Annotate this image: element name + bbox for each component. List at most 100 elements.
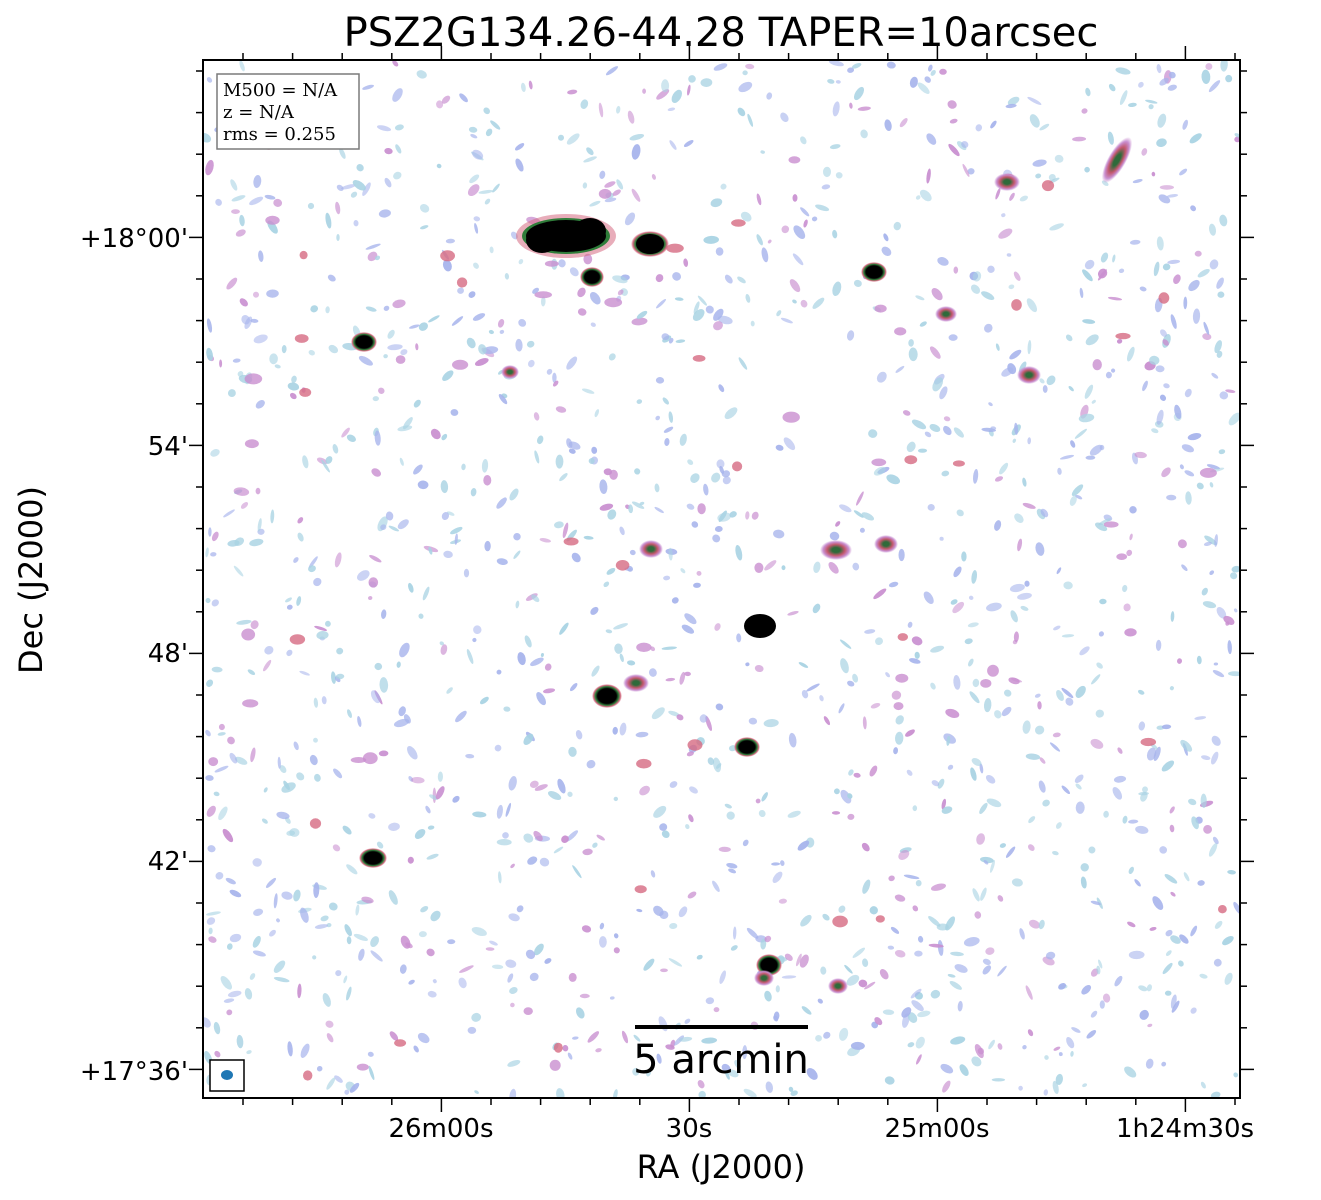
noise-speckle [678,906,688,918]
noise-speckle [903,874,920,880]
noise-speckle [558,259,566,268]
noise-speckle [995,343,1000,351]
noise-speckle [1116,338,1123,344]
noise-speckle [712,757,722,773]
noise-speckle [947,100,957,109]
noise-speckle [780,317,793,324]
noise-speckle [215,198,222,206]
noise-speckle [1100,252,1109,263]
noise-speckle [378,209,391,218]
noise-speckle [1205,63,1213,70]
noise-speckle [1124,1066,1137,1078]
noise-speckle [446,511,455,516]
noise-speckle [336,184,344,192]
noise-speckle [399,642,410,658]
noise-speckle [582,182,588,189]
noise-speckle [1103,810,1109,818]
noise-speckle [997,965,1007,977]
noise-speckle [370,690,381,704]
noise-speckle [1127,921,1136,928]
noise-speckle [1166,194,1179,198]
noise-speckle [832,101,840,117]
noise-speckle [226,277,238,290]
noise-speckle [227,389,236,398]
beam-ellipse [221,1070,233,1080]
noise-speckle [927,503,935,511]
noise-speckle [472,313,486,321]
noise-speckle [442,370,454,381]
noise-speckle [700,78,713,88]
noise-speckle [1184,470,1195,477]
noise-speckle [703,235,719,244]
emission-spot [609,469,618,480]
noise-speckle [763,719,779,728]
noise-speckle [1066,1036,1075,1049]
noise-speckle [988,402,993,407]
noise-speckle [917,1010,931,1018]
noise-speckle [1170,611,1175,622]
noise-speckle [995,188,1001,200]
noise-speckle [775,444,784,451]
noise-speckle [1155,365,1165,373]
noise-speckle [619,722,627,736]
noise-speckle [747,113,754,127]
noise-speckle [941,470,950,477]
noise-speckle [384,177,392,188]
noise-speckle [781,565,786,571]
noise-speckle [569,267,579,277]
noise-speckle [724,803,732,809]
noise-speckle [846,974,860,986]
emission-spot [1116,553,1128,560]
noise-speckle [1027,96,1042,105]
noise-speckle [313,737,318,743]
noise-speckle [308,565,316,573]
noise-speckle [229,752,238,764]
noise-speckle [296,596,302,606]
noise-speckle [324,620,331,627]
noise-speckle [952,601,965,614]
noise-speckle [1113,775,1127,783]
emission-spot [893,702,904,711]
noise-speckle [220,976,232,990]
noise-speckle [575,730,583,740]
noise-speckle [465,753,475,759]
source-elongated [1101,137,1133,183]
noise-speckle [827,79,835,84]
noise-speckle [297,983,302,999]
noise-speckle [1153,746,1161,762]
noise-speckle [427,990,437,998]
noise-speckle [349,1082,360,1093]
noise-speckle [1165,929,1173,937]
noise-speckle [265,877,277,888]
noise-speckle [801,690,809,699]
noise-speckle [819,695,824,702]
noise-speckle [882,1009,895,1015]
noise-speckle [656,1053,662,1064]
noise-speckle [926,168,931,184]
noise-speckle [273,198,283,207]
noise-speckle [253,908,264,916]
noise-speckle [1162,263,1171,271]
noise-speckle [579,993,590,999]
noise-speckle [931,287,943,301]
noise-speckle [210,449,220,457]
noise-speckle [868,429,878,438]
noise-speckle [413,1045,419,1053]
noise-speckle [417,480,429,490]
noise-speckle [515,338,523,352]
noise-speckle [1228,412,1240,426]
noise-speckle [839,504,852,513]
noise-speckle [313,697,319,708]
noise-speckle [815,204,830,212]
noise-speckle [1017,592,1032,600]
noise-speckle [408,582,414,593]
noise-speckle [662,397,669,405]
noise-speckle [953,266,959,274]
noise-speckle [413,464,423,475]
noise-speckle [970,284,981,294]
noise-speckle [710,198,723,208]
noise-speckle [344,1089,350,1095]
noise-speckle [1203,824,1212,834]
noise-speckle [592,842,598,848]
noise-speckle [693,582,701,588]
